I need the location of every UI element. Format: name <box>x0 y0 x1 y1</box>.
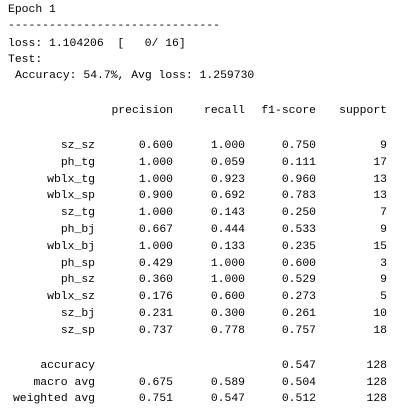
cell: 0.737 <box>138 324 173 337</box>
column-header: precision <box>111 105 173 117</box>
cell: 0.235 <box>281 240 316 253</box>
cell: 9 <box>380 274 387 287</box>
row-label: ph_sp <box>60 257 95 270</box>
row-label: sz_bj <box>60 308 95 320</box>
column-header: f1-score <box>261 105 316 117</box>
cell: 13 <box>373 190 387 203</box>
cell: 0.231 <box>138 308 173 320</box>
row-label: wblx_bj <box>47 240 95 253</box>
cell: 0.600 <box>210 291 245 304</box>
row-label: accuracy <box>40 360 95 372</box>
cell: 0.512 <box>281 393 316 405</box>
test-result: Accuracy: 54.7%, Avg loss: 1.259730 <box>15 70 255 82</box>
cell: 0.261 <box>281 308 316 320</box>
cell: 0.111 <box>281 156 316 169</box>
cell: 17 <box>373 156 387 169</box>
row-label: sz_tg <box>60 207 95 220</box>
cell: 0.059 <box>210 156 245 169</box>
cell: 0.143 <box>210 207 245 220</box>
cell: 1.000 <box>138 173 173 186</box>
cell: 0.504 <box>281 376 316 389</box>
cell: 13 <box>373 173 387 186</box>
cell: 0.133 <box>210 240 245 253</box>
cell: 0.429 <box>138 257 173 270</box>
cell: 18 <box>373 324 387 337</box>
test-label: Test: <box>8 54 43 66</box>
cell: 0.529 <box>281 274 316 287</box>
column-header: recall <box>203 105 245 117</box>
column-header: support <box>339 105 387 117</box>
row-label: wblx_sz <box>47 291 95 304</box>
cell: 0.600 <box>281 257 316 270</box>
row-label: wblx_tg <box>47 173 95 186</box>
cell: 0.589 <box>210 376 245 389</box>
cell: 1.000 <box>138 240 173 253</box>
row-label: sz_sp <box>60 324 95 337</box>
cell: 0.960 <box>281 173 316 186</box>
cell: 1.000 <box>138 156 173 169</box>
cell: 9 <box>380 224 387 236</box>
cell: 1.000 <box>210 257 245 270</box>
cell: 0.547 <box>210 393 245 405</box>
row-label: ph_sz <box>60 274 95 287</box>
cell: 0.923 <box>210 173 245 186</box>
cell: 128 <box>366 376 387 389</box>
cell: 0.533 <box>281 224 316 236</box>
cell: 0.250 <box>281 207 316 220</box>
cell: 10 <box>373 308 387 320</box>
loss-line: loss: 1.104206 [ 0/ 16] <box>8 38 186 50</box>
cell: 0.757 <box>281 324 316 337</box>
cell: 0.692 <box>210 190 245 203</box>
cell: 5 <box>380 291 387 304</box>
separator: ------------------------------- <box>8 20 220 32</box>
epoch-line: Epoch 1 <box>8 4 56 16</box>
cell: 0.667 <box>138 224 173 236</box>
cell: 0.778 <box>210 324 245 337</box>
cell: 0.750 <box>281 140 316 152</box>
cell: 1.000 <box>210 140 245 152</box>
row-label: sz_sz <box>60 140 95 152</box>
row-label: wblx_sp <box>47 190 95 203</box>
cell: 0.600 <box>138 140 173 152</box>
row-label: macro avg <box>33 376 95 389</box>
cell: 128 <box>366 360 387 372</box>
cell: 0.675 <box>138 376 173 389</box>
cell: 0.300 <box>210 308 245 320</box>
cell: 0.900 <box>138 190 173 203</box>
row-label: ph_bj <box>60 224 95 236</box>
cell: 9 <box>380 140 387 152</box>
cell: 0.444 <box>210 224 245 236</box>
cell: 0.783 <box>281 190 316 203</box>
cell: 0.547 <box>281 360 316 372</box>
cell: 3 <box>380 257 387 270</box>
cell: 1.000 <box>210 274 245 287</box>
cell: 1.000 <box>138 207 173 220</box>
row-label: weighted avg <box>12 393 95 405</box>
cell: 0.273 <box>281 291 316 304</box>
cell: 128 <box>366 393 387 405</box>
cell: 0.751 <box>138 393 173 405</box>
row-label: ph_tg <box>60 156 95 169</box>
cell: 0.176 <box>138 291 173 304</box>
cell: 0.360 <box>138 274 173 287</box>
cell: 7 <box>380 207 387 220</box>
cell: 15 <box>373 240 387 253</box>
